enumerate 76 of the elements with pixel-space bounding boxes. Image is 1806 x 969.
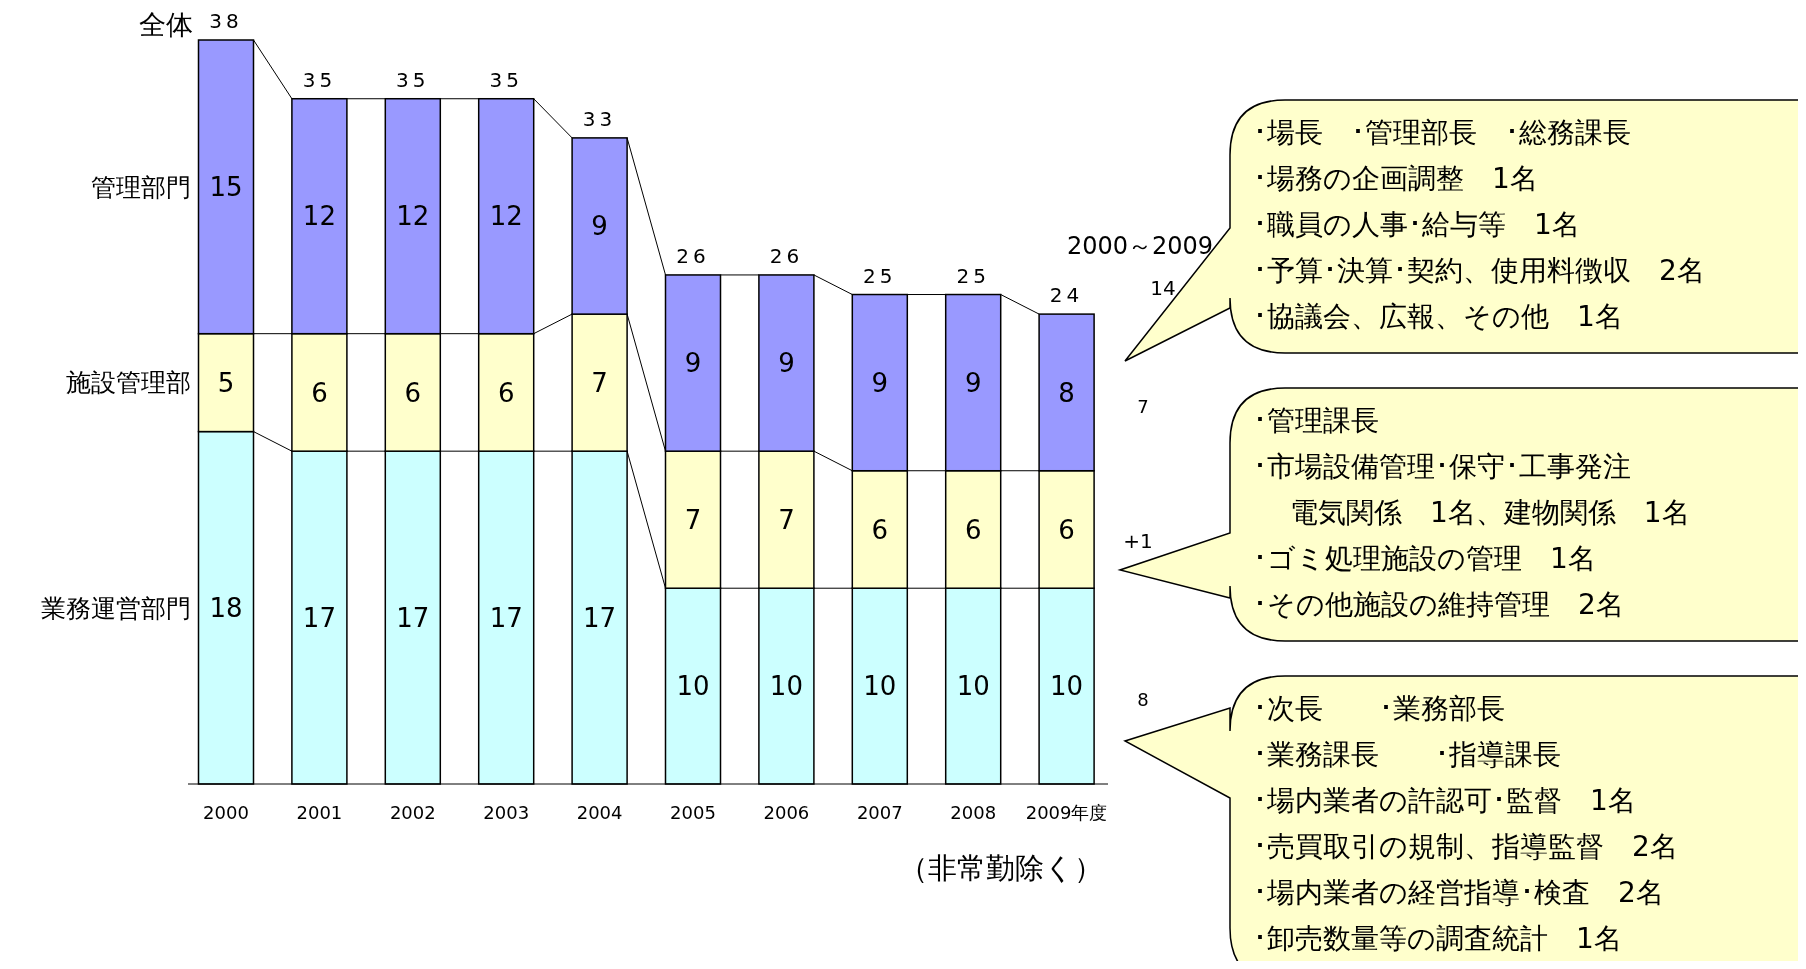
total-label: 35 — [302, 67, 337, 92]
text: ･業務課長 ･指導課長 — [1253, 738, 1561, 771]
data-label: 9 — [871, 367, 889, 398]
text: ･その他施設の維持管理 2名 — [1253, 588, 1624, 621]
total-label: 26 — [676, 243, 710, 268]
text: ･場長 ･管理部長 ･総務課長 — [1253, 116, 1631, 149]
data-label: 6 — [404, 377, 422, 408]
data-label: 12 — [302, 201, 336, 232]
text: ･管理課長 — [1253, 404, 1379, 437]
data-label: 9 — [684, 348, 702, 379]
data-label: 10 — [1050, 671, 1084, 702]
x-tick-label: 2007 — [856, 802, 903, 823]
x-tick-label: 2004 — [576, 802, 623, 823]
total-label: 25 — [956, 263, 990, 288]
total-label: 25 — [863, 263, 897, 288]
data-label: 10 — [956, 671, 990, 702]
series-label: 管理部門 — [90, 172, 191, 202]
annotation: 2000～2009 — [1066, 232, 1214, 260]
series-label: 施設管理部 — [65, 368, 191, 398]
text: ･場内業者の許認可･監督 1名 — [1253, 784, 1636, 817]
x-tick-label: 2008 — [950, 802, 997, 823]
text: ･場内業者の経営指導･検査 2名 — [1253, 876, 1664, 909]
data-label: 6 — [964, 514, 982, 545]
text: ･売買取引の規制、指導監督 2名 — [1253, 830, 1678, 863]
data-label: 18 — [209, 592, 243, 623]
data-label: 6 — [1058, 514, 1075, 545]
x-tick-label: 2006 — [763, 802, 810, 823]
data-label: 6 — [497, 377, 515, 408]
text: ･市場設備管理･保守･工事発注 — [1253, 450, 1631, 483]
data-label: 7 — [684, 504, 702, 535]
total-label: 24 — [1049, 283, 1084, 308]
series-label: 業務運営部門 — [40, 593, 191, 623]
text: ･職員の人事･給与等 1名 — [1253, 208, 1580, 241]
data-label: 17 — [583, 602, 617, 633]
x-tick-label: 2009年度 — [1025, 802, 1108, 823]
data-label: 5 — [217, 367, 235, 398]
text: 電気関係 1名、建物関係 1名 — [1253, 496, 1690, 529]
text: ･卸売数量等の調査統計 1名 — [1253, 922, 1622, 955]
data-label: 10 — [863, 671, 897, 702]
data-label: 10 — [676, 671, 710, 702]
data-label: 10 — [769, 671, 803, 702]
total-label: 35 — [489, 67, 523, 92]
data-label: 9 — [778, 348, 795, 379]
data-label: 17 — [396, 602, 430, 633]
text: （非常勤除く） — [899, 851, 1103, 885]
text: ･ゴミ処理施設の管理 1名 — [1253, 542, 1596, 575]
total-label: 35 — [396, 67, 430, 92]
data-label: 7 — [591, 367, 608, 398]
data-label: 9 — [591, 211, 608, 242]
total-label: 38 — [209, 9, 243, 33]
annotation: 全体 — [138, 9, 193, 40]
data-label: 17 — [489, 602, 523, 633]
x-tick-label: 2000 — [203, 802, 249, 823]
text: ･次長 ･業務部長 — [1253, 692, 1505, 725]
total-label: 26 — [769, 243, 804, 268]
text: 7 — [1137, 396, 1149, 417]
data-label: 7 — [778, 504, 795, 535]
total-label: 33 — [582, 106, 617, 131]
x-tick-label: 2002 — [389, 802, 436, 823]
data-label: 12 — [489, 201, 523, 232]
x-tick-label: 2005 — [670, 802, 716, 823]
text: 8 — [1137, 689, 1149, 710]
x-tick-label: 2003 — [483, 802, 530, 823]
data-label: 12 — [396, 201, 430, 232]
text: ･予算･決算･契約、使用料徴収 2名 — [1253, 254, 1705, 287]
text: +1 — [1123, 529, 1153, 553]
data-label: 17 — [302, 602, 336, 633]
text: ･協議会、広報、その他 1名 — [1253, 300, 1623, 333]
text: 14 — [1150, 276, 1176, 300]
x-tick-label: 2001 — [296, 802, 343, 823]
data-label: 6 — [871, 514, 889, 545]
data-label: 15 — [209, 171, 243, 202]
data-label: 8 — [1058, 377, 1075, 408]
data-label: 9 — [964, 367, 982, 398]
text: ･場務の企画調整 1名 — [1253, 162, 1538, 195]
data-label: 6 — [311, 377, 328, 408]
